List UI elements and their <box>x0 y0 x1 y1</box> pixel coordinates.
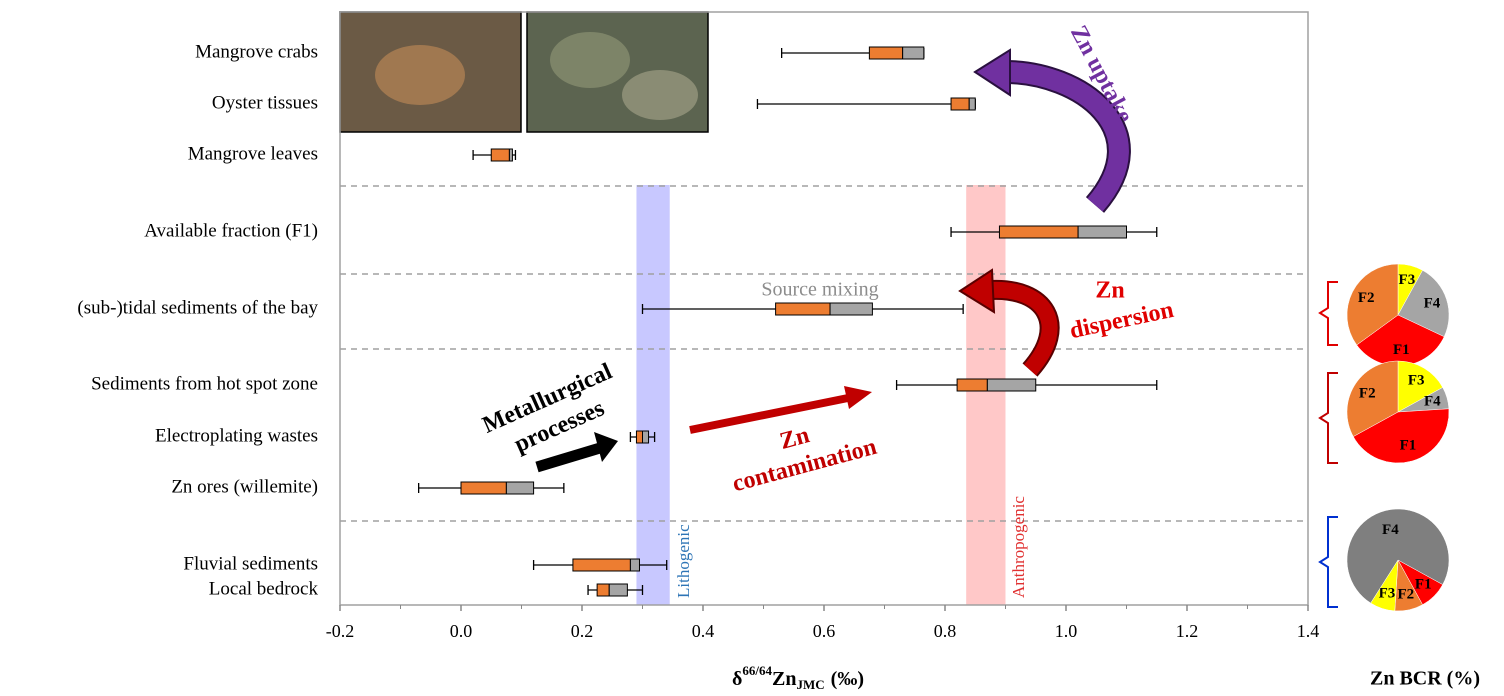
y-tick-label: Sediments from hot spot zone <box>91 373 318 394</box>
x-label-part: (‰) <box>831 668 864 690</box>
x-label-part: δ <box>732 668 742 690</box>
pie-label: F2 <box>1358 290 1375 306</box>
bracket <box>1318 516 1338 608</box>
pie-slice <box>1346 263 1399 346</box>
metallurgical-arrow-head <box>594 432 618 462</box>
x-tick-label: 0.6 <box>813 621 836 641</box>
y-tick-label: Available fraction (F1) <box>144 220 318 241</box>
bracket <box>1318 281 1338 346</box>
box-upper <box>902 46 925 60</box>
box-lower <box>956 378 988 392</box>
pie-slice <box>1397 360 1444 413</box>
pie-label: F3 <box>1399 272 1416 288</box>
x-label-part: JMC <box>796 677 824 692</box>
box-lower <box>460 481 507 495</box>
box-lower <box>868 46 904 60</box>
pie-label: F2 <box>1359 385 1376 401</box>
box-upper <box>629 558 640 572</box>
box-lower <box>572 558 631 572</box>
contamination-arrow-head <box>844 386 872 409</box>
uptake-arrow-head <box>973 48 1011 97</box>
box-upper <box>642 430 650 444</box>
box-upper <box>986 378 1037 392</box>
x-tick-label: 0.4 <box>692 621 715 641</box>
x-tick-label: 1.0 <box>1055 621 1078 641</box>
band <box>636 185 670 605</box>
x-tick-label: 0.8 <box>934 621 957 641</box>
box-lower <box>950 97 970 111</box>
pie-slice <box>1397 269 1450 338</box>
band <box>966 185 1006 605</box>
separators <box>340 185 1308 522</box>
bracket <box>1318 372 1338 464</box>
box-upper <box>505 481 535 495</box>
crab-photo-detail <box>375 45 465 105</box>
contamination-label: Zn <box>777 422 812 455</box>
metallurgical-arrow <box>535 442 602 473</box>
x-label-part: 66/64 <box>742 663 772 678</box>
pie-slice <box>1346 508 1450 604</box>
y-tick-label: Mangrove leaves <box>188 143 318 164</box>
box-upper <box>508 148 513 162</box>
pie-label: F1 <box>1393 342 1410 358</box>
box-lower <box>775 302 831 316</box>
x-label-part: Zn <box>772 668 796 690</box>
bands <box>636 185 1006 605</box>
mixing-label: Source mixing <box>761 279 878 301</box>
x-axis-label: δ66/64ZnJMC (‰) <box>732 663 864 692</box>
boxes <box>417 46 1158 597</box>
y-tick-label: (sub-)tidal sediments of the bay <box>77 297 318 318</box>
oyster-photo-detail <box>550 32 630 88</box>
y-tick-label: Zn ores (willemite) <box>171 476 318 497</box>
x-tick-label: 1.2 <box>1176 621 1199 641</box>
box-upper <box>829 302 873 316</box>
pie-label: F4 <box>1424 295 1441 311</box>
pie-label: F2 <box>1397 586 1414 602</box>
dispersion-arrow-head <box>958 268 996 314</box>
contamination-arrow <box>689 394 849 434</box>
pie-label: F4 <box>1424 393 1441 409</box>
box-upper <box>1077 225 1127 239</box>
pie-slice <box>1346 360 1399 437</box>
y-tick-label: Mangrove crabs <box>195 41 318 62</box>
dispersion-label: dispersion <box>1067 297 1175 344</box>
x-tick-label: 1.4 <box>1297 621 1320 641</box>
dispersion-label: Zn <box>1095 278 1124 304</box>
y-tick-label: Local bedrock <box>209 578 319 599</box>
x-tick-label: 0.0 <box>450 621 473 641</box>
box-lower <box>490 148 510 162</box>
box-lower <box>635 430 644 444</box>
uptake-arrow <box>1004 62 1129 212</box>
y-tick-label: Fluvial sediments <box>183 553 318 574</box>
x-tick-label: 0.2 <box>571 621 594 641</box>
box-upper <box>608 583 628 597</box>
pie-label: F3 <box>1379 585 1396 601</box>
crab-photo <box>339 11 522 133</box>
pie-label: F1 <box>1400 438 1417 454</box>
pie-label: F4 <box>1382 522 1399 538</box>
pie-slice <box>1352 408 1450 464</box>
pie-label: F1 <box>1415 577 1432 593</box>
pie-title: Zn BCR (%) <box>1370 668 1480 690</box>
pie-label: F3 <box>1408 373 1425 389</box>
y-tick-label: Electroplating wastes <box>155 425 318 446</box>
x-tick-label: -0.2 <box>326 621 355 641</box>
box-upper <box>968 97 976 111</box>
y-tick-label: Oyster tissues <box>212 92 318 113</box>
oyster-photo-detail <box>622 70 698 120</box>
box-lower <box>998 225 1079 239</box>
band-label: Lithogenic <box>674 524 693 598</box>
box-lower <box>596 583 610 597</box>
band-label: Anthropogenic <box>1009 496 1028 598</box>
dispersion-arrow <box>989 281 1058 376</box>
